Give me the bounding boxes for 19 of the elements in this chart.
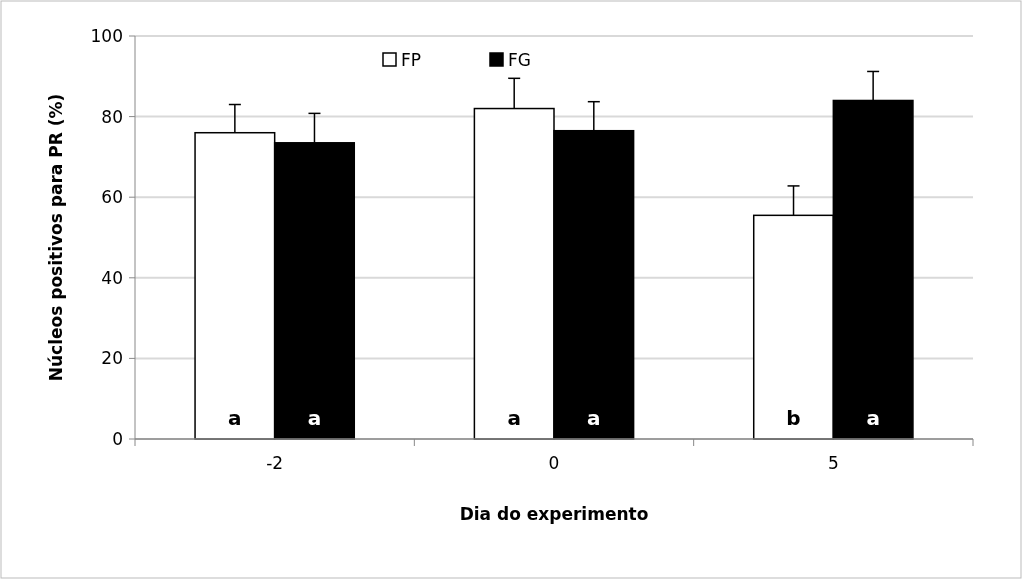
x-tick-label: 5 [827, 453, 839, 473]
x-tick-label: 0 [548, 453, 560, 473]
y-tick-label: 100 [90, 25, 123, 46]
data-label: a [307, 406, 322, 430]
y-tick-label: 60 [101, 187, 123, 208]
y-tick-label: 80 [101, 106, 123, 127]
y-tick-label: 20 [101, 348, 123, 369]
data-label: a [866, 406, 880, 430]
data-label: a [587, 406, 601, 430]
data-label: b [786, 406, 801, 430]
legend-label: FP [401, 49, 422, 70]
x-tick-label: -2 [266, 453, 284, 473]
x-axis-title: Dia do experimento [459, 504, 649, 524]
y-tick-label: 40 [101, 267, 123, 288]
y-axis-title: Núcleos positivos para PR (%) [46, 93, 66, 382]
data-label: a [228, 406, 242, 430]
data-label: a [507, 406, 521, 430]
legend-label: FG [508, 49, 531, 70]
y-tick-label: 0 [112, 428, 123, 449]
